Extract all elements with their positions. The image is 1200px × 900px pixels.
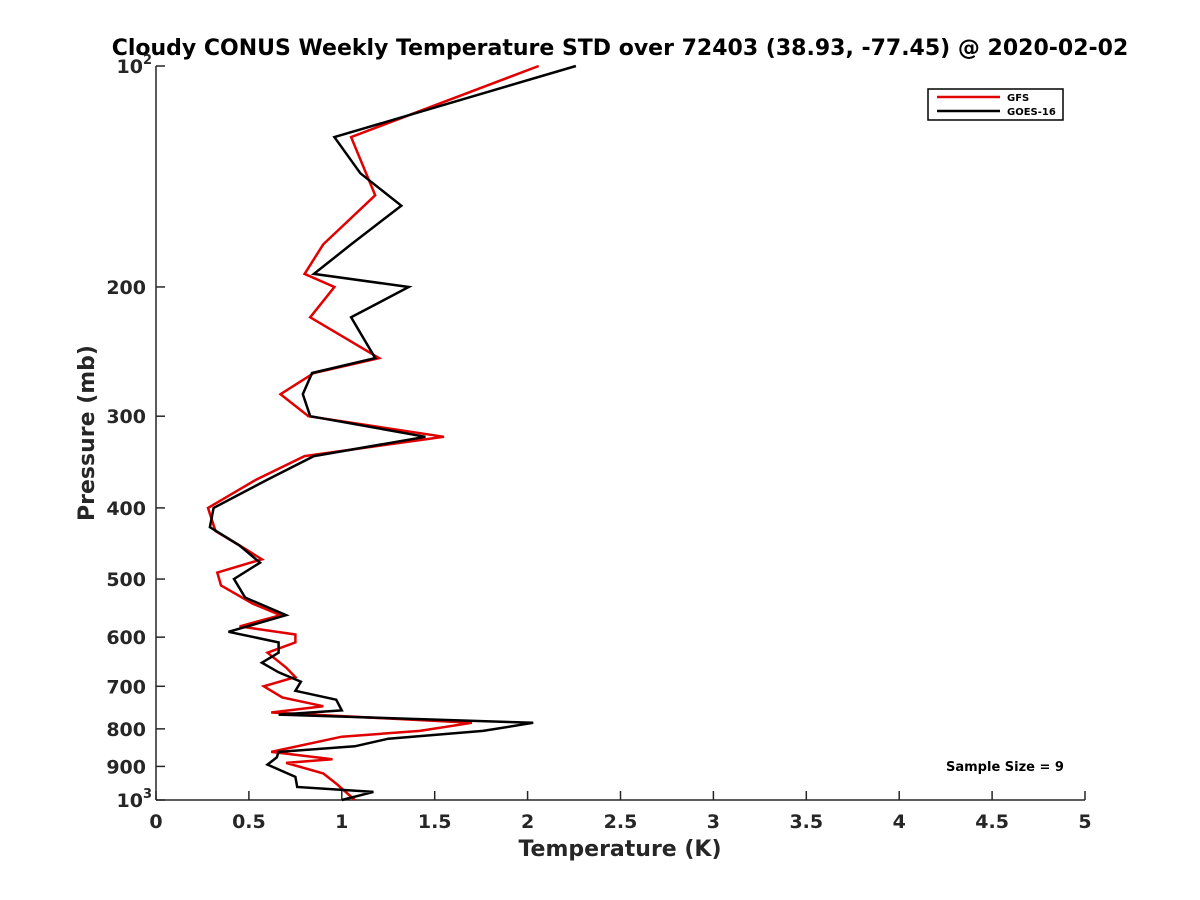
series-line-goes-16 [208,64,577,802]
x-tick-label: 2.5 [604,811,638,833]
series-line-gfs [206,64,540,801]
x-tick-label: 1 [335,811,348,833]
legend-label-gfs: GFS [1007,93,1029,104]
y-tick-label: 600 [106,627,146,649]
x-tick-label: 4.5 [975,811,1009,833]
sample-size-annotation: Sample Size = 9 [946,760,1064,775]
legend: GFS GOES-16 [927,88,1064,121]
legend-label-goes-16: GOES-16 [1007,107,1056,118]
x-axis-label: Temperature (K) [518,837,721,862]
series-lines [206,64,577,802]
y-tick-label: 900 [106,756,146,778]
y-tick-base: 10 [117,56,143,78]
x-tick-label: 1.5 [418,811,452,833]
y-tick-label: 500 [106,569,146,591]
x-tick-label: 0 [149,811,162,833]
y-axis-label: Pressure (mb) [75,345,100,521]
y-tick-label: 400 [106,498,146,520]
x-tick-label: 0.5 [232,811,266,833]
chart-title: Cloudy CONUS Weekly Temperature STD over… [112,36,1129,61]
y-tick-label: 700 [106,676,146,698]
y-tick-label: 300 [106,406,146,428]
y-tick-label: 102 [117,53,153,78]
x-tick-label: 4 [893,811,906,833]
x-tick-label: 3.5 [789,811,823,833]
legend-box [927,88,1064,121]
y-tick-exponent: 2 [143,53,152,68]
y-tick-base: 10 [117,790,143,812]
x-tick-label: 5 [1078,811,1091,833]
y-tick-exponent: 3 [143,787,152,802]
y-tick-label: 200 [106,277,146,299]
x-tick-label: 3 [707,811,720,833]
y-tick-label: 800 [106,719,146,741]
y-tick-label: 103 [117,787,153,812]
x-ticks: 0 0.5 1 1.5 2 2.5 3 3.5 4 4.5 5 [149,791,1092,833]
x-tick-label: 2 [521,811,534,833]
